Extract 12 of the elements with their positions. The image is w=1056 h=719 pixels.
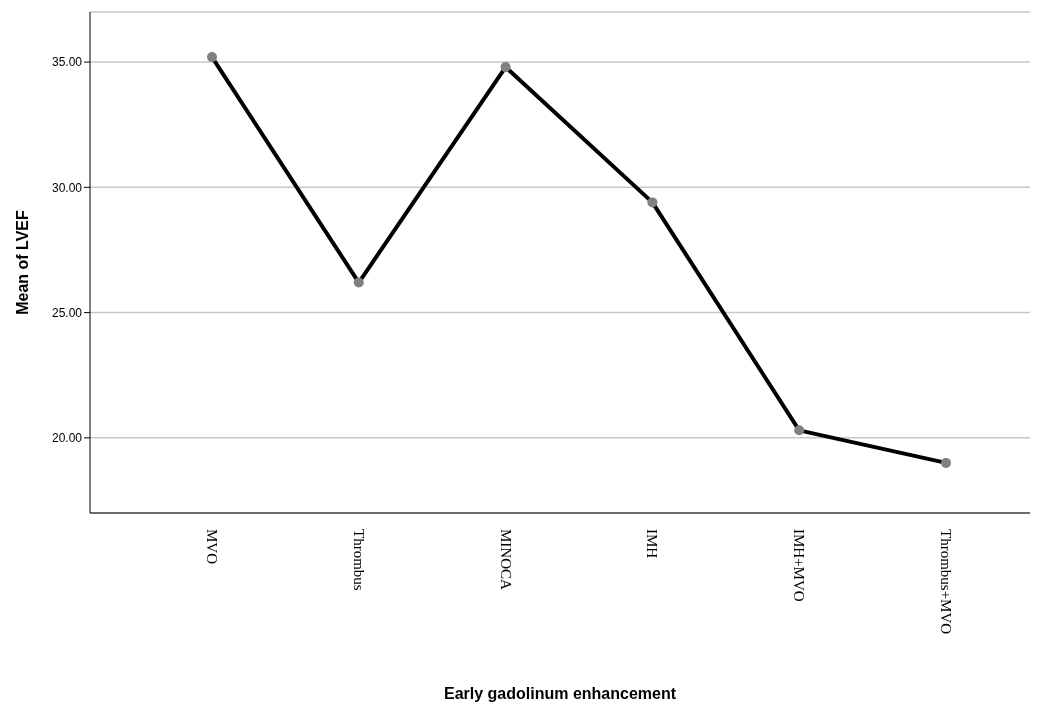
x-tick-label: MVO	[204, 529, 220, 565]
x-axis-title: Early gadolinum enhancement	[443, 685, 677, 702]
y-axis-title: Mean of LVEF	[13, 209, 31, 315]
y-tick-label: 35.00	[51, 55, 83, 70]
x-tick-label: IMH+MVO	[791, 529, 808, 602]
x-tick-label: IMH	[644, 529, 661, 559]
y-tick-label: 25.00	[51, 305, 83, 320]
y-tick-label: 30.00	[51, 180, 83, 195]
x-tick-label: Thrombus	[350, 529, 367, 591]
x-tick-label: MINOCA	[497, 529, 514, 590]
y-tick-label: 20.00	[51, 431, 83, 446]
x-tick-label: Thrombus+MVO	[938, 529, 954, 635]
